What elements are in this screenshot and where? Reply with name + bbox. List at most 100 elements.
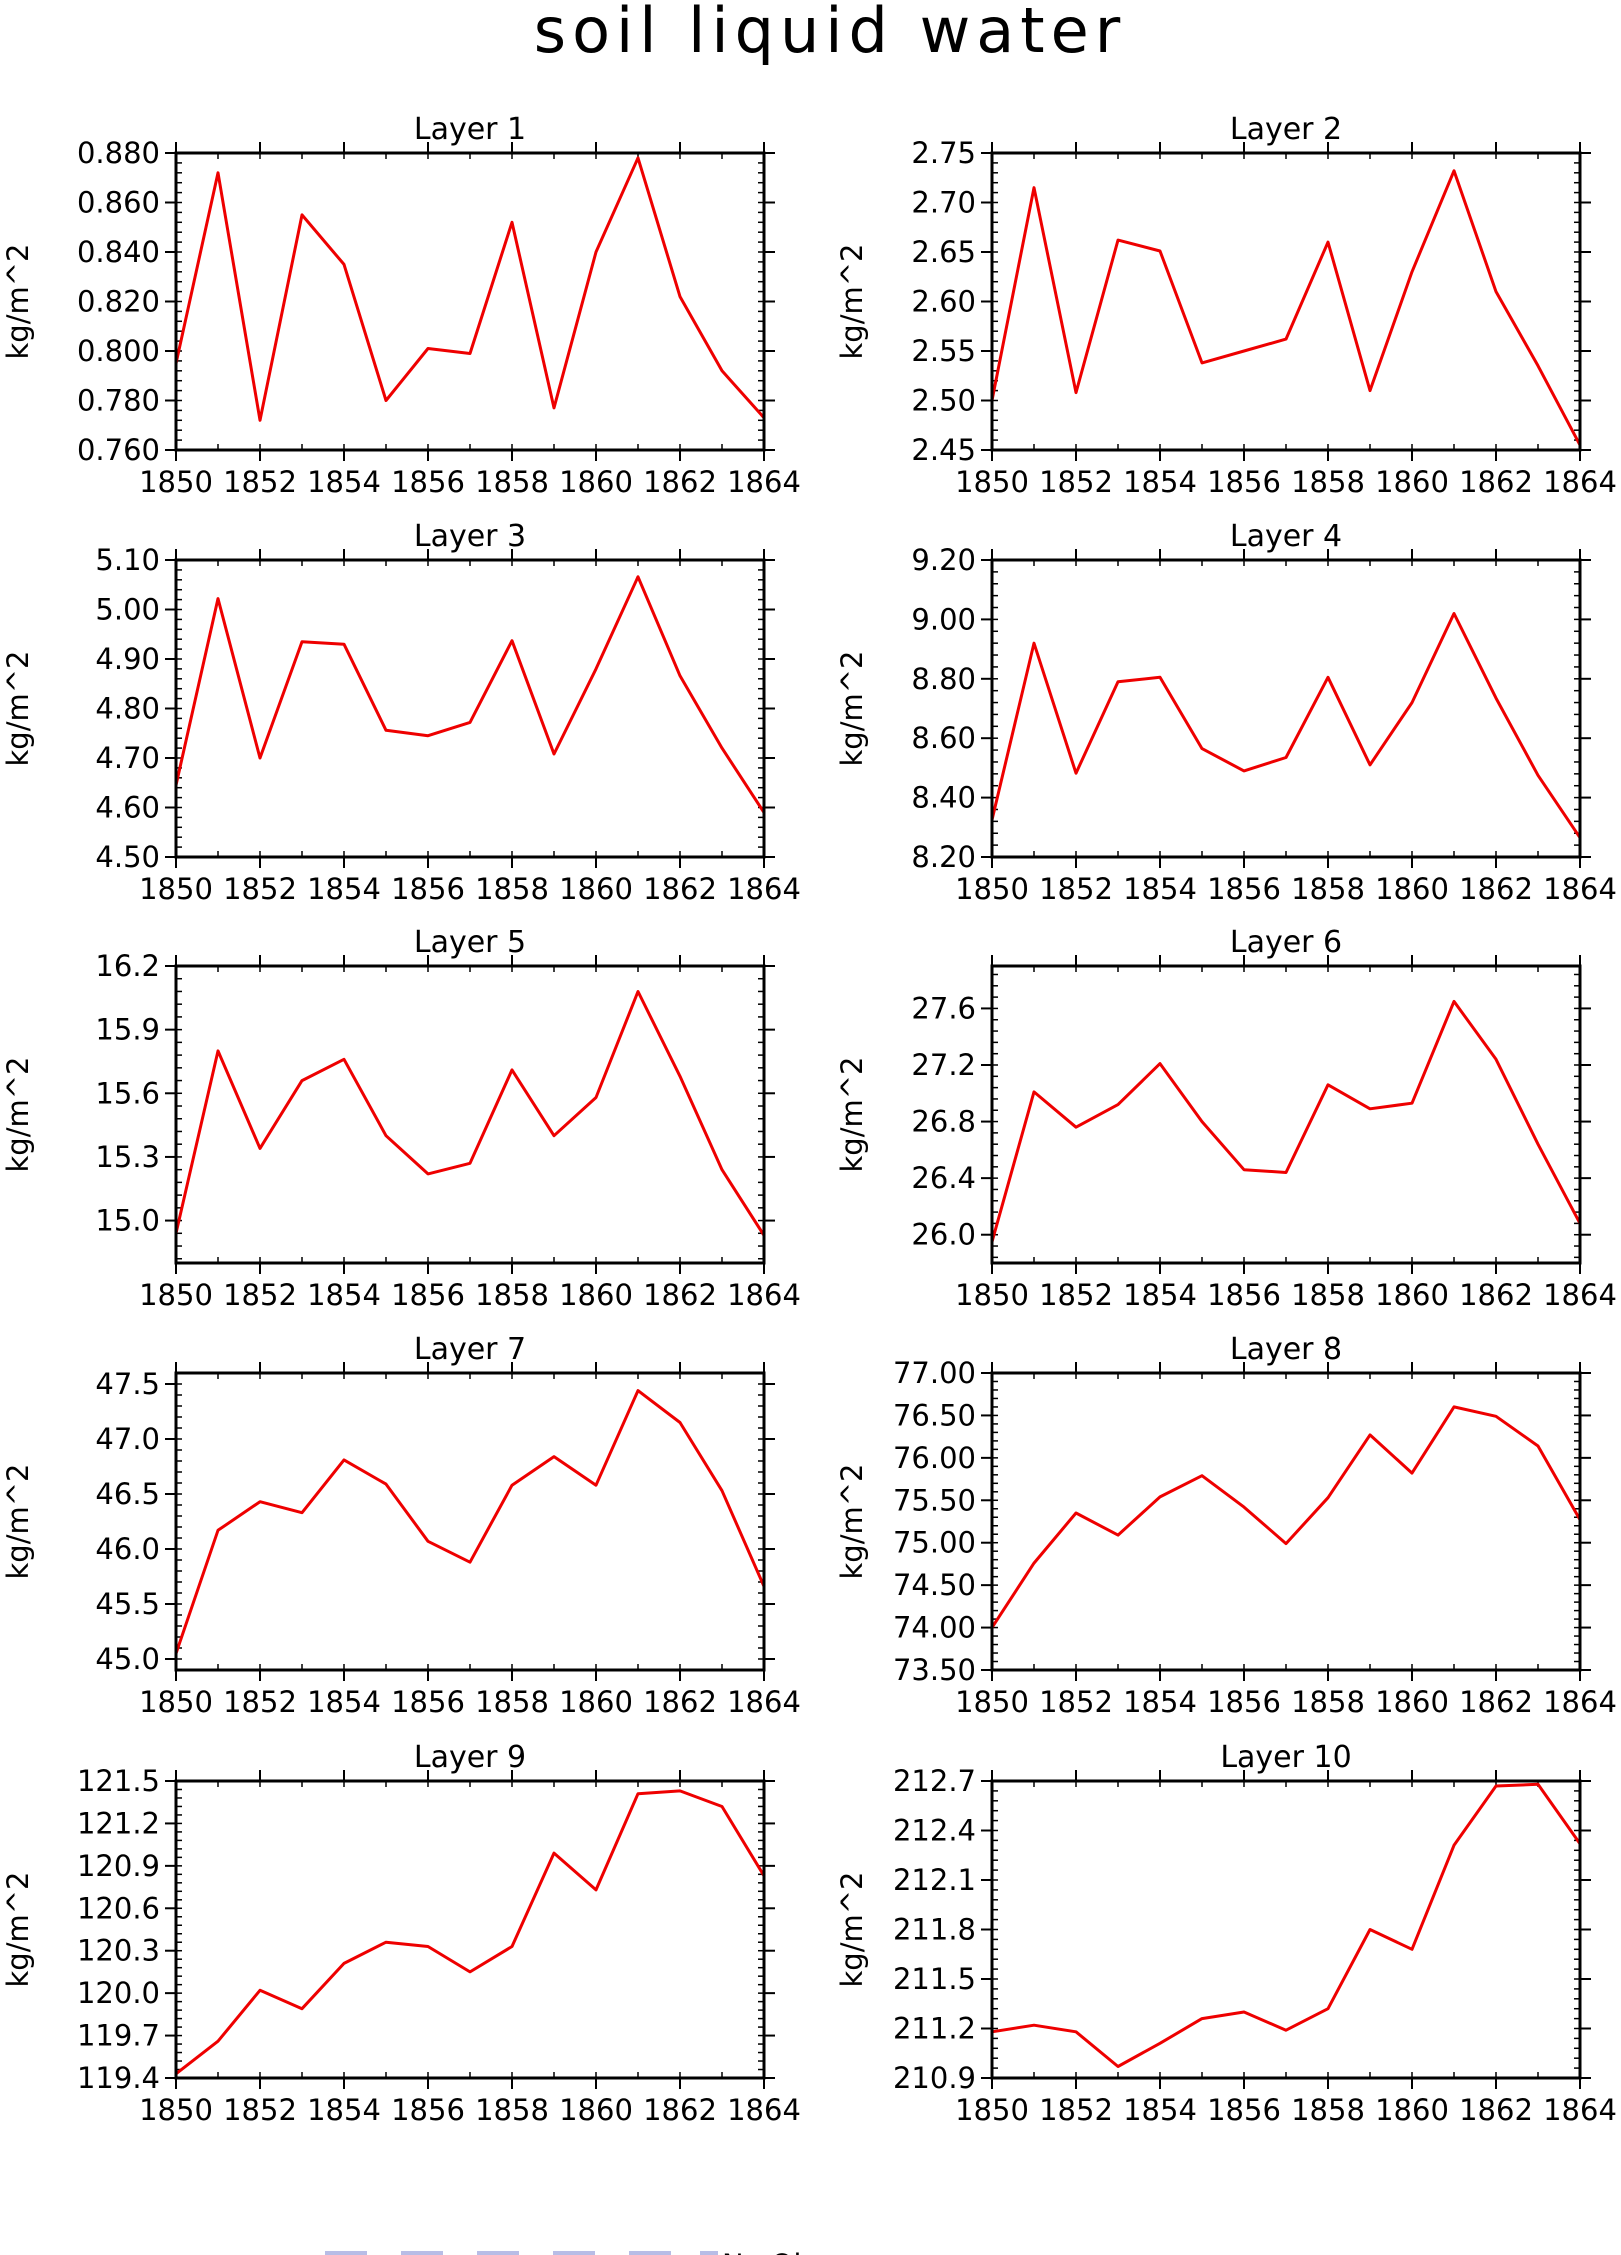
figure-title: soil liquid water: [534, 0, 1126, 67]
chart-6-x-tick-label: 1864: [1543, 1278, 1617, 1312]
chart-8-x-tick-label: 1858: [1291, 1685, 1365, 1719]
chart-9-plot-frame: [174, 1779, 766, 2080]
chart-1-plot-frame: [174, 151, 766, 452]
chart-7-title: Layer 7: [414, 1332, 526, 1367]
chart-1-x-tick-label: 1852: [223, 465, 297, 499]
chart-1-x-tick-label: 1856: [391, 465, 465, 499]
chart-9-x-tick-label: 1860: [559, 2093, 633, 2127]
chart-3-x-tick-label: 1854: [307, 872, 381, 906]
chart-2-x-tick-label: 1864: [1543, 465, 1617, 499]
chart-5-x-tick-label: 1850: [139, 1278, 213, 1312]
chart-4-x-tick-label: 1856: [1207, 872, 1281, 906]
chart-5-x-tick-label: 1864: [727, 1278, 801, 1312]
chart-9-x-tick-label: 1852: [223, 2093, 297, 2127]
chart-1-ylabel: kg/m^2: [1, 244, 35, 360]
chart-9-x-tick-label: 1856: [391, 2093, 465, 2127]
chart-4-y-tick-label: 8.80: [911, 662, 976, 696]
chart-6-x-tick-label: 1858: [1291, 1278, 1365, 1312]
chart-8-x-tick-label: 1856: [1207, 1685, 1281, 1719]
chart-7-plot-frame: [174, 1371, 766, 1672]
chart-8-x-tick-label: 1860: [1375, 1685, 1449, 1719]
chart-9-ylabel: kg/m^2: [1, 1872, 35, 1988]
chart-4-x-tick-label: 1860: [1375, 872, 1449, 906]
chart-9-x-tick-label: 1850: [139, 2093, 213, 2127]
chart-9-title: Layer 9: [414, 1740, 526, 1775]
chart-2-y-tick-label: 2.55: [911, 334, 976, 368]
chart-9-series-line: [175, 1789, 766, 2075]
chart-10-title: Layer 10: [1220, 1740, 1351, 1775]
chart-10-y-tick-label: 211.5: [893, 1962, 976, 1996]
chart-7-x-tick-label: 1852: [223, 1685, 297, 1719]
chart-9-x-tick-label: 1864: [727, 2093, 801, 2127]
chart-8-plot-frame: [990, 1371, 1582, 1672]
chart-9-x-tick-label: 1862: [643, 2093, 717, 2127]
chart-3-y-tick-label: 5.00: [95, 593, 160, 627]
chart-10-x-tick-label: 1864: [1543, 2093, 1617, 2127]
chart-7-x-tick-label: 1856: [391, 1685, 465, 1719]
chart-5-y-tick-label: 16.2: [95, 949, 160, 983]
chart-1-y-tick-label: 0.840: [77, 235, 160, 269]
chart-8-y-tick-label: 75.50: [893, 1483, 976, 1517]
chart-8-x-tick-label: 1854: [1123, 1685, 1197, 1719]
chart-10-y-tick-label: 212.7: [893, 1764, 976, 1798]
chart-3-x-tick-label: 1852: [223, 872, 297, 906]
chart-9-y-tick-label: 120.6: [77, 1891, 160, 1925]
chart-4-x-tick-label: 1850: [955, 872, 1029, 906]
chart-8-ylabel: kg/m^2: [835, 1464, 869, 1580]
panels: Layer 1 kg/m^2 1850 1852 1854 1856 1858 1860 186…: [1, 112, 1617, 2127]
chart-4-x-tick-label: 1858: [1291, 872, 1365, 906]
chart-8-series-line: [990, 1405, 1582, 1629]
chart-9-x-tick-label: 1858: [475, 2093, 549, 2127]
chart-5-x-tick-label: 1860: [559, 1278, 633, 1312]
chart-1-x-tick-label: 1850: [139, 465, 213, 499]
chart-2-plot-frame: [990, 151, 1582, 452]
chart-1-x-tick-label: 1854: [307, 465, 381, 499]
chart-9-y-tick-label: 119.4: [77, 2061, 160, 2095]
chart-7-x-tick-label: 1854: [307, 1685, 381, 1719]
chart-8-y-tick-label: 77.00: [893, 1356, 976, 1390]
chart-5-x-tick-label: 1862: [643, 1278, 717, 1312]
chart-2-y-tick-label: 2.60: [911, 285, 976, 319]
chart-3-x-tick-label: 1864: [727, 872, 801, 906]
chart-panel-2: Layer 2 kg/m^2 1850 1852 1854 1856 1858 1860 186…: [835, 112, 1617, 499]
chart-6-y-tick-label: 26.4: [911, 1161, 976, 1195]
chart-2-y-tick-label: 2.75: [911, 136, 976, 170]
chart-7-y-tick-label: 46.0: [95, 1532, 160, 1566]
chart-10-x-tick-label: 1854: [1123, 2093, 1197, 2127]
chart-panel-8: Layer 8 kg/m^2 1850 1852 1854 1856 1858 1860 186…: [835, 1332, 1617, 1719]
chart-4-x-tick-label: 1862: [1459, 872, 1533, 906]
chart-8-y-tick-label: 76.50: [893, 1398, 976, 1432]
chart-7-y-tick-label: 47.0: [95, 1422, 160, 1456]
chart-7-ylabel: kg/m^2: [1, 1464, 35, 1580]
chart-2-y-tick-label: 2.45: [911, 433, 976, 467]
chart-9-x-tick-label: 1854: [307, 2093, 381, 2127]
chart-3-y-tick-label: 4.60: [95, 791, 160, 825]
chart-5-y-tick-label: 15.9: [95, 1013, 160, 1047]
chart-5-title: Layer 5: [414, 925, 526, 960]
chart-5-ylabel: kg/m^2: [1, 1057, 35, 1173]
chart-panel-7: Layer 7 kg/m^2 1850 1852 1854 1856 1858 1860 186…: [1, 1332, 801, 1719]
chart-1-title: Layer 1: [414, 112, 526, 147]
chart-8-y-tick-label: 75.00: [893, 1526, 976, 1560]
chart-5-plot-frame: [174, 964, 766, 1265]
chart-9-y-tick-label: 119.7: [77, 2019, 160, 2053]
chart-4-y-tick-label: 8.20: [911, 840, 976, 874]
chart-3-x-tick-label: 1860: [559, 872, 633, 906]
chart-8-x-tick-label: 1852: [1039, 1685, 1113, 1719]
chart-3-x-tick-label: 1856: [391, 872, 465, 906]
chart-7-x-tick-label: 1864: [727, 1685, 801, 1719]
chart-2-x-tick-label: 1850: [955, 465, 1029, 499]
chart-5-y-tick-label: 15.0: [95, 1204, 160, 1238]
chart-2-x-tick-label: 1862: [1459, 465, 1533, 499]
chart-9-y-tick-label: 121.5: [77, 1764, 160, 1798]
chart-7-x-tick-label: 1862: [643, 1685, 717, 1719]
legend-label: No Obs: [722, 2248, 827, 2255]
chart-1-x-tick-label: 1858: [475, 465, 549, 499]
chart-8-y-tick-label: 74.50: [893, 1568, 976, 1602]
chart-4-y-tick-label: 9.20: [911, 543, 976, 577]
chart-2-x-tick-label: 1852: [1039, 465, 1113, 499]
chart-4-title: Layer 4: [1230, 519, 1342, 554]
chart-6-y-tick-label: 27.2: [911, 1048, 976, 1082]
chart-1-y-tick-label: 0.880: [77, 136, 160, 170]
